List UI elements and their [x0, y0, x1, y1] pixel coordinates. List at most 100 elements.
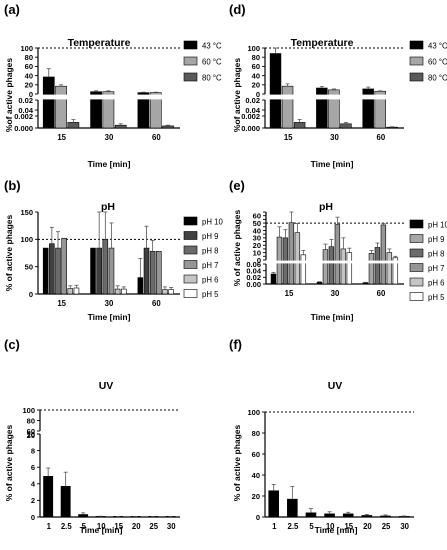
bar [276, 236, 283, 285]
y-tick-label: 80 [252, 429, 260, 438]
y-axis-label: % of active phages [4, 424, 14, 501]
legend-swatch [183, 245, 198, 255]
bar [328, 246, 335, 285]
legend-swatch [409, 248, 424, 258]
y-tick-label: 0.04 [246, 266, 261, 275]
y-tick-label: 0 [256, 513, 260, 522]
x-tick-label: 60 [376, 133, 385, 142]
legend-label: pH 8 [202, 247, 218, 256]
legend-swatch [409, 292, 424, 301]
bar [316, 282, 323, 285]
panel-title: Temperature [68, 37, 131, 49]
y-tick-label: 10 [27, 430, 35, 439]
y-tick-label: 100 [247, 408, 260, 417]
bar [362, 282, 369, 285]
bar [322, 249, 329, 285]
bar [324, 513, 335, 518]
bar [386, 252, 393, 285]
legend-swatch [409, 263, 424, 272]
legend-swatch [183, 72, 198, 82]
panel-label: (b) [4, 178, 21, 193]
y-tick-label: 0 [29, 90, 33, 99]
panel-label: (c) [4, 337, 20, 352]
panel-b: (b) pH % of active phages 0 50 100 150 15 30 60 Ti… [4, 178, 223, 322]
x-tick-label: 30 [330, 133, 339, 142]
bar [340, 123, 352, 129]
y-axis-label: % of active phages [232, 209, 242, 286]
y-tick-label: 20 [27, 431, 35, 440]
legend-label: pH 6 [428, 279, 444, 288]
x-tick-label: 15 [284, 133, 293, 142]
legend-label: 60 °C [428, 58, 447, 67]
legend-label: pH 7 [202, 261, 218, 270]
y-tick-label: 100 [247, 44, 260, 53]
y-tick-label: 0.02 [245, 96, 260, 105]
bar [162, 289, 168, 295]
x-tick-label: 2.5 [61, 522, 73, 531]
x-tick-label: 1 [47, 522, 52, 531]
bar [43, 476, 54, 518]
y-tick-label: 10 [253, 248, 261, 257]
bar [380, 515, 391, 518]
y-axis-label: % of active phages [4, 214, 14, 291]
bar [49, 243, 55, 295]
panel-label: (e) [229, 178, 245, 193]
legend-label: pH 9 [428, 235, 444, 244]
y-tick-label: 40 [252, 71, 260, 80]
panel-label: (a) [4, 2, 20, 17]
bar [61, 237, 67, 295]
y-axis-label: %of active phages [4, 58, 14, 132]
y-tick-label: 40 [253, 226, 261, 235]
y-tick-label: 6 [31, 463, 35, 472]
x-axis-label: Time [min] [80, 525, 123, 535]
legend-swatch [409, 219, 424, 229]
x-tick-label: 30 [105, 299, 114, 308]
bar [294, 232, 301, 285]
bar [156, 251, 162, 295]
bar [334, 224, 341, 285]
x-axis-label: Time [min] [311, 312, 354, 322]
x-tick-label: 10 [326, 522, 335, 531]
bar [143, 247, 150, 295]
y-tick-label: 0 [256, 90, 260, 99]
y-tick-label: 0.00 [246, 280, 261, 289]
y-tick-label: 80 [25, 53, 33, 62]
legend-swatch [183, 216, 198, 226]
x-tick-label: 25 [149, 522, 158, 531]
legend-label: 80 °C [428, 74, 447, 83]
panel-title: UV [99, 380, 114, 392]
y-tick-label: 150 [20, 208, 33, 217]
panel-label: (f) [229, 337, 242, 352]
y-tick-label: 0.002 [241, 112, 260, 121]
panel-title: pH [101, 201, 115, 213]
y-tick-label: 0.06 [246, 260, 261, 269]
y-axis-label: %of active phages [232, 58, 242, 132]
y-tick-label: 80 [27, 416, 35, 425]
x-tick-label: 15 [285, 289, 294, 298]
x-tick-label: 15 [57, 299, 66, 308]
y-tick-label: 50 [25, 262, 33, 271]
x-tick-label: 15 [57, 133, 66, 142]
y-tick-label: 20 [25, 81, 33, 90]
legend-label: pH 10 [202, 218, 223, 227]
legend-label: 43 °C [202, 42, 222, 51]
x-tick-label: 60 [152, 299, 161, 308]
x-tick-label: 15 [114, 522, 123, 531]
y-tick-label: 80 [252, 53, 260, 62]
panel-title: Temperature [291, 37, 354, 49]
bar [374, 247, 381, 285]
bar [270, 273, 277, 285]
panel-e: (e)pH% of active phages 01020304050600.00… [229, 178, 447, 322]
bar [316, 87, 328, 129]
legend-label: pH 10 [428, 221, 447, 230]
bar [287, 498, 298, 518]
bar [162, 125, 174, 129]
bar [168, 289, 174, 295]
legend-label: pH 5 [428, 293, 445, 302]
bar [96, 247, 102, 295]
y-tick-label: 50 [253, 219, 261, 228]
bar [67, 122, 80, 129]
bar [300, 254, 307, 285]
legend-label: pH 5 [202, 290, 219, 299]
bar [114, 288, 121, 295]
